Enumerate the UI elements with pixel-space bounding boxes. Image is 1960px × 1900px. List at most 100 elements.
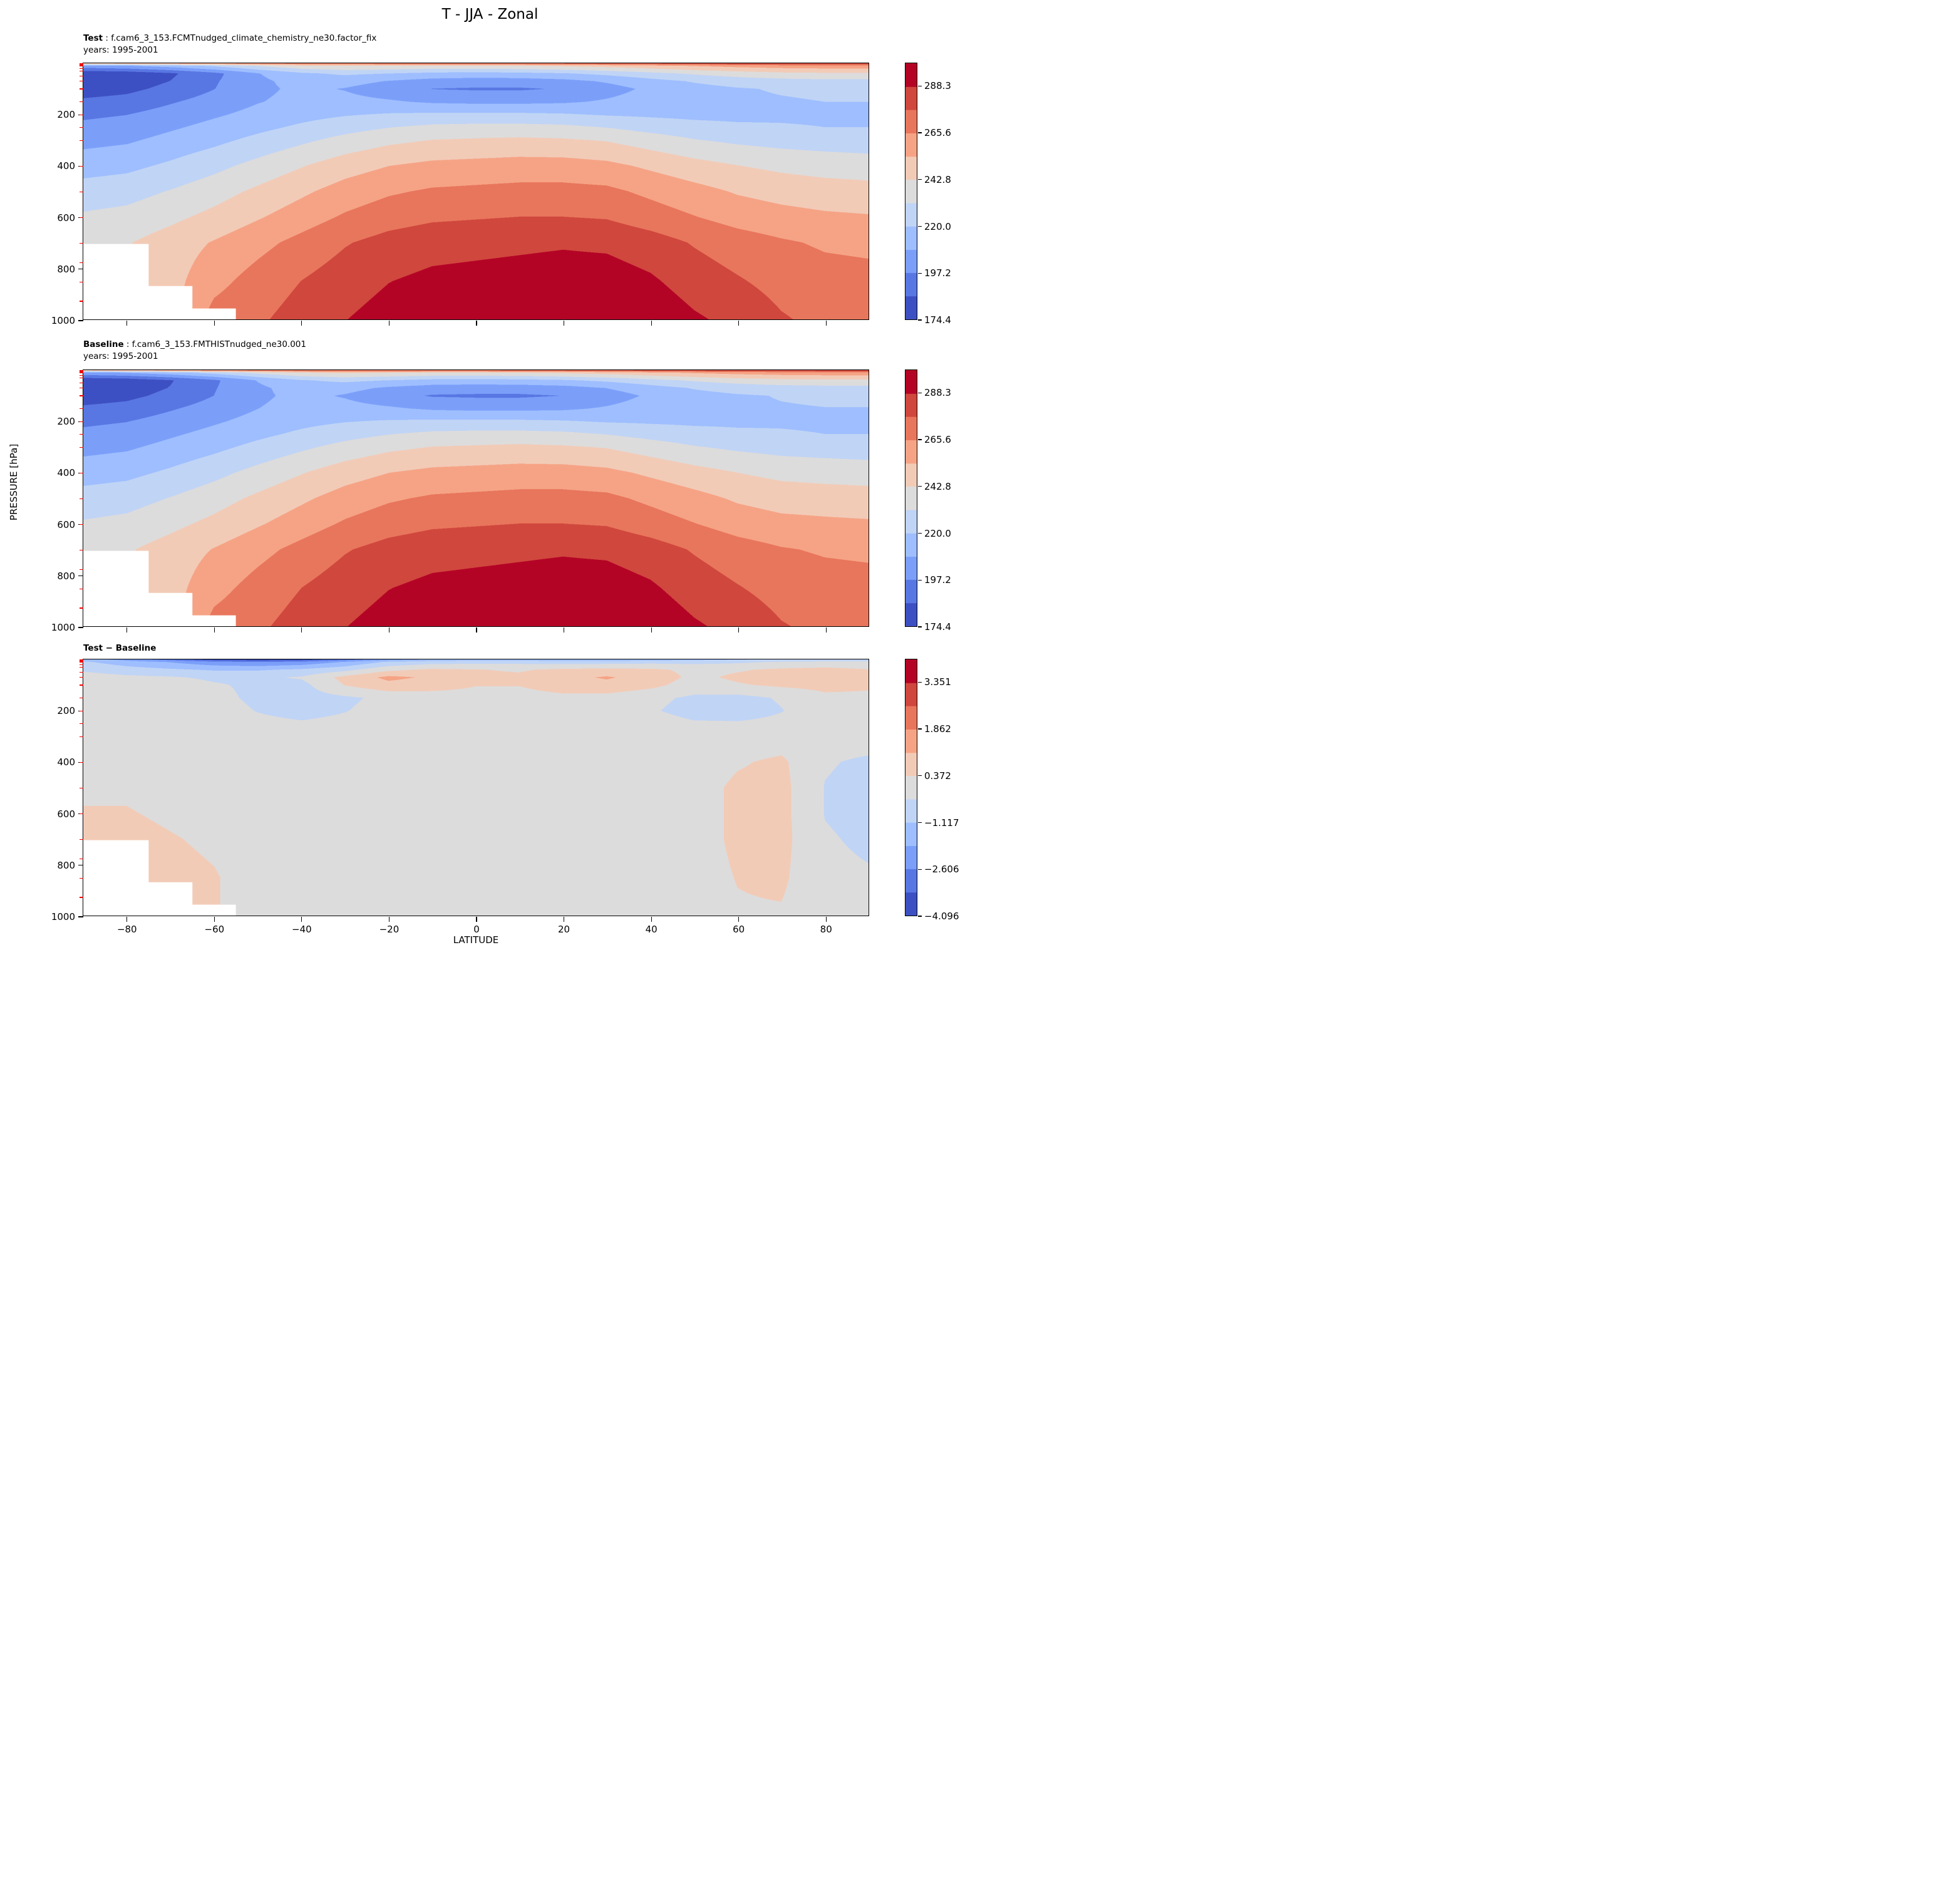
panel-title-test-rest: : f.cam6_3_153.FCMTnudged_climate_chemis… <box>103 33 377 43</box>
model-level-tick <box>80 68 83 69</box>
x-tick <box>214 917 215 922</box>
model-level-tick <box>80 607 83 609</box>
colorbar-tick <box>918 486 922 487</box>
colorbar-tick-label: 288.3 <box>924 387 951 399</box>
x-tick-label: −40 <box>292 924 312 935</box>
x-tick <box>301 321 302 326</box>
contour-canvas-test <box>83 63 869 319</box>
model-level-tick <box>80 63 83 65</box>
x-tick <box>126 627 128 632</box>
x-tick-label: 80 <box>820 924 832 935</box>
colorbar-tick-label: −4.096 <box>924 911 959 922</box>
x-tick <box>476 627 477 632</box>
model-level-tick <box>80 671 83 673</box>
model-level-tick <box>80 64 83 65</box>
colorbar-tick <box>918 532 922 534</box>
colorbar-canvas-diff <box>905 659 917 916</box>
colorbar-canvas-baseline <box>905 369 917 627</box>
model-level-tick <box>80 762 83 763</box>
model-level-tick <box>80 736 83 737</box>
colorbar-tick-label: 3.351 <box>924 676 951 688</box>
panel-subtitle-test: years: 1995-2001 <box>83 45 158 55</box>
x-tick-label: 20 <box>558 924 570 935</box>
model-level-tick <box>80 664 83 665</box>
colorbar-tick <box>918 179 922 180</box>
model-level-tick <box>80 447 83 448</box>
colorbar-tick <box>918 728 922 730</box>
panel-header-baseline: Baseline : f.cam6_3_153.FMTHISTnudged_ne… <box>83 339 306 363</box>
x-tick <box>476 917 477 922</box>
x-tick <box>126 321 128 326</box>
x-tick-label: −20 <box>379 924 400 935</box>
panel-title-baseline-bold: Baseline <box>83 339 124 349</box>
x-tick <box>301 627 302 632</box>
model-level-tick <box>80 408 83 410</box>
model-level-tick <box>80 140 83 141</box>
panel-diff: 200 400 600 800 1000 −80 −60 −40 −20 0 20 40 60 80 <box>51 659 869 935</box>
colorbar-tick-label: 197.2 <box>924 267 951 279</box>
colorbar-tick-label: 174.4 <box>924 314 951 326</box>
panel-header-diff: Test − Baseline <box>83 643 156 654</box>
x-tick <box>651 627 652 632</box>
x-tick-label: 60 <box>733 924 745 935</box>
y-tick-label: 200 <box>57 416 75 428</box>
colorbar-tick-label: −2.606 <box>924 864 959 875</box>
x-tick <box>738 321 740 326</box>
model-level-tick <box>80 498 83 500</box>
panel-title-test: Test : f.cam6_3_153.FCMTnudged_climate_c… <box>83 33 376 44</box>
x-tick-label: 40 <box>645 924 658 935</box>
y-tick-label: 600 <box>57 808 75 820</box>
y-tick-label: 1000 <box>51 315 75 326</box>
x-tick <box>476 321 477 326</box>
model-level-tick <box>80 262 83 264</box>
model-level-tick <box>80 371 83 373</box>
y-tick-label: 1000 <box>51 622 75 633</box>
model-level-tick <box>80 101 83 103</box>
model-level-tick <box>80 723 83 725</box>
model-level-tick <box>80 666 83 668</box>
colorbar-tick <box>918 579 922 581</box>
model-level-tick <box>80 877 83 879</box>
model-level-tick <box>80 374 83 376</box>
colorbar-tick <box>918 439 922 440</box>
model-level-tick <box>80 65 83 66</box>
model-level-tick <box>80 661 83 663</box>
colorbar-tick-label: 265.6 <box>924 127 951 139</box>
model-level-tick <box>80 421 83 422</box>
colorbar-tick <box>918 272 922 274</box>
model-level-tick <box>80 660 83 661</box>
y-tick-label: 400 <box>57 756 75 768</box>
colorbar-tick <box>918 681 922 683</box>
colorbar-tick <box>918 132 922 133</box>
x-tick <box>825 321 827 326</box>
colorbar-canvas-test <box>905 63 917 320</box>
figure: T - JJA - Zonal PRESSURE [hPa] Test : f.… <box>0 0 980 950</box>
colorbar-tick-label: 288.3 <box>924 80 951 92</box>
model-level-tick <box>80 524 83 525</box>
model-level-tick <box>80 127 83 128</box>
colorbar-diff: −4.096 −2.606 −1.117 0.372 1.862 3.351 <box>905 659 959 922</box>
x-tick <box>651 321 652 326</box>
colorbar-baseline: 174.4 197.2 220.0 242.8 265.6 288.3 <box>905 369 951 632</box>
panel-baseline: 200 400 600 800 1000 <box>51 369 869 633</box>
colorbar-test: 174.4 197.2 220.0 242.8 265.6 288.3 <box>905 63 951 326</box>
x-tick <box>301 917 302 922</box>
contour-canvas-diff <box>83 659 869 916</box>
panel-header-test: Test : f.cam6_3_153.FCMTnudged_climate_c… <box>83 33 376 56</box>
y-tick-label: 200 <box>57 109 75 121</box>
x-tick <box>214 321 215 326</box>
colorbar-tick-label: −1.117 <box>924 817 959 829</box>
colorbar-tick-label: 1.862 <box>924 723 951 735</box>
panel-title-diff: Test − Baseline <box>83 643 156 654</box>
y-tick-label: 600 <box>57 519 75 530</box>
model-level-tick <box>80 395 83 396</box>
x-tick-label: −60 <box>204 924 225 935</box>
panel-title-diff-bold: Test − Baseline <box>83 643 157 653</box>
colorbar-tick <box>918 225 922 227</box>
colorbar-tick <box>918 822 922 824</box>
y-tick-label: 1000 <box>51 911 75 922</box>
model-level-tick <box>80 434 83 435</box>
colorbar-tick-label: 242.8 <box>924 173 951 185</box>
x-tick <box>126 917 128 922</box>
model-level-tick <box>80 88 83 90</box>
